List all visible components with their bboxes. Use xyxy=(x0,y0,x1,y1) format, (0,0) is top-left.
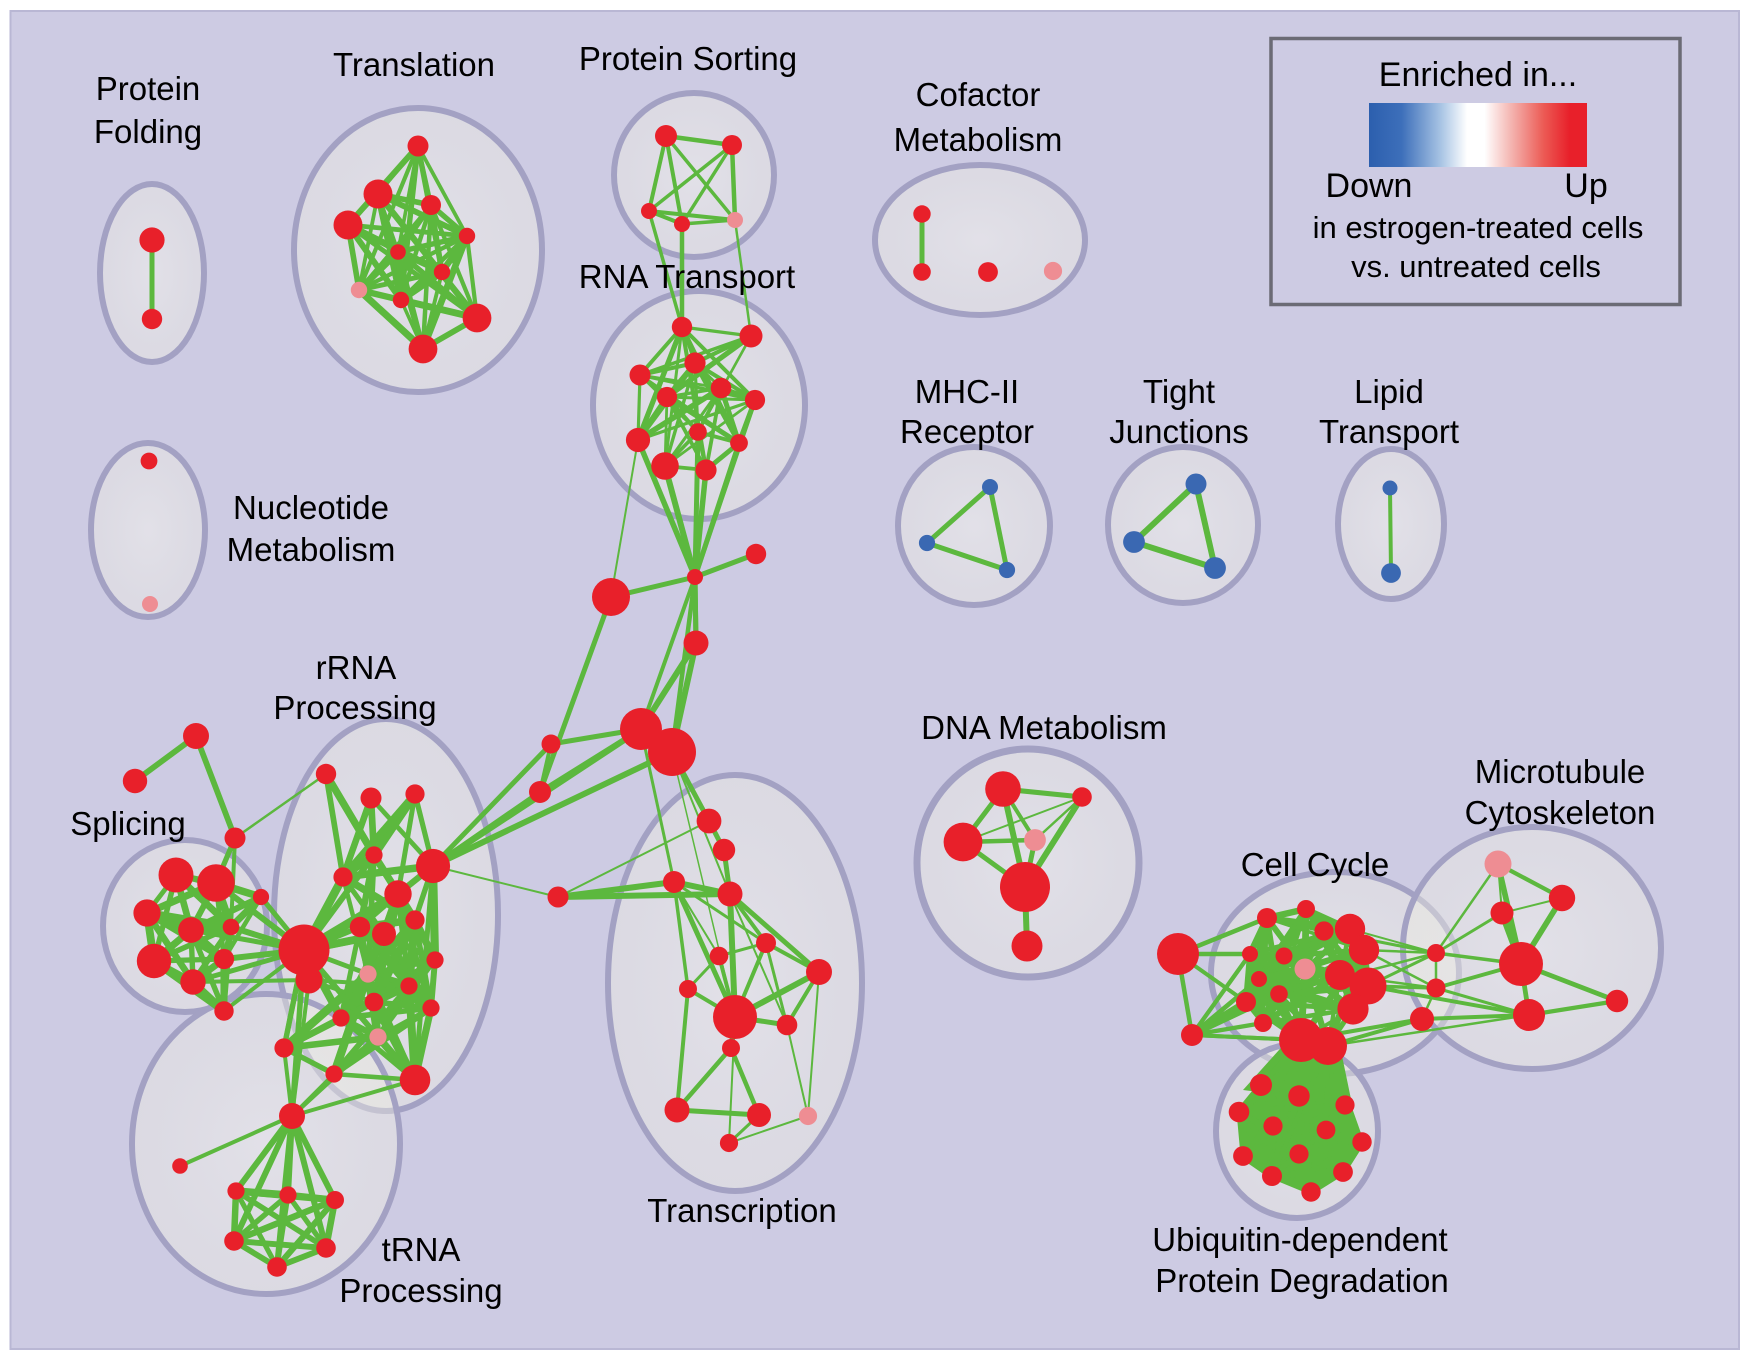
svg-text:Transcription: Transcription xyxy=(647,1192,837,1229)
svg-text:Protein: Protein xyxy=(96,70,201,107)
svg-text:Receptor: Receptor xyxy=(900,413,1034,450)
svg-text:Protein Degradation: Protein Degradation xyxy=(1155,1262,1449,1299)
svg-text:Protein Sorting: Protein Sorting xyxy=(579,40,797,77)
svg-text:Folding: Folding xyxy=(94,113,202,150)
svg-text:Cofactor: Cofactor xyxy=(916,76,1041,113)
svg-text:Nucleotide: Nucleotide xyxy=(233,489,389,526)
svg-text:Processing: Processing xyxy=(273,689,436,726)
svg-text:Lipid: Lipid xyxy=(1354,373,1424,410)
svg-text:RNA Transport: RNA Transport xyxy=(579,258,795,295)
svg-text:Down: Down xyxy=(1326,167,1413,205)
svg-text:DNA Metabolism: DNA Metabolism xyxy=(921,709,1167,746)
svg-text:Ubiquitin-dependent: Ubiquitin-dependent xyxy=(1152,1221,1447,1258)
svg-text:Metabolism: Metabolism xyxy=(227,531,396,568)
svg-text:Cytoskeleton: Cytoskeleton xyxy=(1465,794,1656,831)
svg-text:rRNA: rRNA xyxy=(316,649,397,686)
svg-text:Tight: Tight xyxy=(1143,373,1215,410)
svg-text:in estrogen-treated cells: in estrogen-treated cells xyxy=(1313,210,1644,245)
svg-text:Cell Cycle: Cell Cycle xyxy=(1241,846,1390,883)
svg-text:MHC-II: MHC-II xyxy=(915,373,1019,410)
svg-text:Processing: Processing xyxy=(339,1272,502,1309)
svg-text:vs. untreated cells: vs. untreated cells xyxy=(1351,249,1601,284)
svg-text:Transport: Transport xyxy=(1319,413,1459,450)
svg-text:Translation: Translation xyxy=(333,46,495,83)
svg-text:Enriched in...: Enriched in... xyxy=(1379,56,1577,94)
svg-text:Junctions: Junctions xyxy=(1109,413,1248,450)
svg-text:Splicing: Splicing xyxy=(70,805,186,842)
svg-text:Microtubule: Microtubule xyxy=(1475,753,1646,790)
svg-text:Metabolism: Metabolism xyxy=(894,121,1063,158)
svg-text:Up: Up xyxy=(1564,167,1607,205)
svg-text:tRNA: tRNA xyxy=(382,1231,461,1268)
